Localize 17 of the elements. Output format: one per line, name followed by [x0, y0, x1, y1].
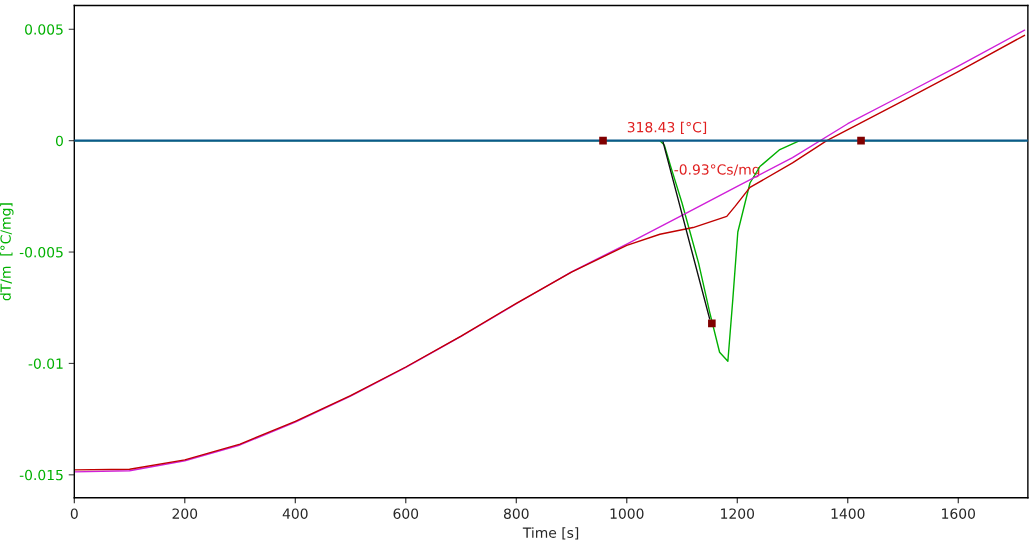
- x-tick-label: 800: [503, 508, 529, 519]
- y-axis-title: dT/m [°C/mg]: [0, 203, 14, 301]
- y-tick-label: -0.015: [19, 469, 63, 481]
- y-tick-label: 0: [55, 135, 63, 147]
- x-tick-label: 1200: [721, 508, 755, 519]
- x-axis-title: Time [s]: [522, 527, 579, 540]
- annotation: 318.43 [°C]: [627, 121, 707, 135]
- y-tick-label: 0.005: [25, 24, 63, 35]
- x-tick-label: 1400: [831, 508, 865, 519]
- x-tick-label: 600: [393, 508, 419, 519]
- y-tick-label: -0.005: [19, 247, 63, 258]
- x-tick-label: 400: [282, 508, 308, 519]
- y-tick-label: -0.01: [28, 358, 63, 369]
- x-tick-label: 1000: [610, 508, 644, 519]
- x-tick-label: 200: [172, 508, 198, 519]
- x-tick-label: 1600: [942, 508, 976, 519]
- x-tick-label: 0: [70, 508, 78, 519]
